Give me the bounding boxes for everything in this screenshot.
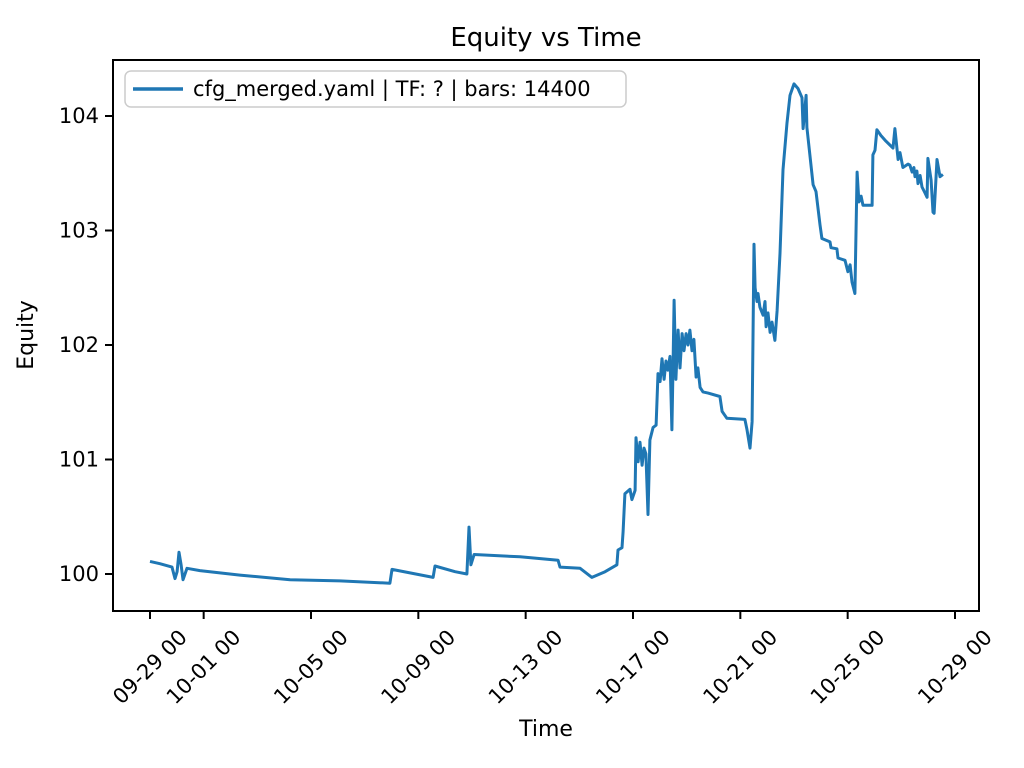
axes-background [113,60,979,611]
equity-line-series [149,82,944,585]
y-tick-label: 101 [59,448,99,472]
legend: cfg_merged.yaml | TF: ? | bars: 14400 [124,70,627,108]
y-axis-label: Equity [14,300,39,370]
y-axis-ticks: 100 101 102 103 104 [59,104,113,586]
x-tick-label: 10-05 00 [269,625,353,709]
y-tick-label: 102 [59,333,99,357]
x-tick-label: 10-25 00 [806,625,890,709]
y-tick-label: 100 [59,562,99,586]
legend-label: cfg_merged.yaml | TF: ? | bars: 14400 [193,77,591,102]
x-tick-label: 10-17 00 [591,625,675,709]
y-tick-label: 103 [59,219,99,243]
x-tick-label: 10-29 00 [913,625,997,709]
y-tick-label: 104 [59,104,99,128]
x-tick-label: 10-09 00 [376,625,460,709]
x-tick-label: 10-13 00 [484,625,568,709]
x-axis-label: Time [518,717,573,742]
legend-box [124,70,627,108]
chart-title: Equity vs Time [450,23,641,53]
axes-frame [112,59,980,612]
x-tick-label: 10-21 00 [698,625,782,709]
